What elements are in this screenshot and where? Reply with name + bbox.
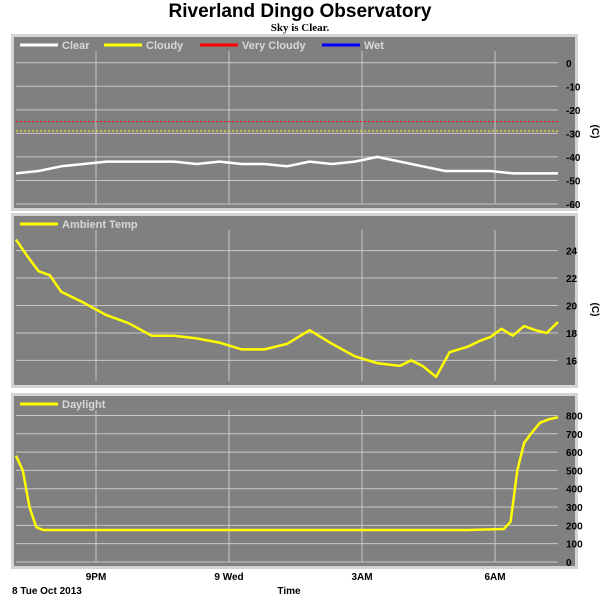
y-tick-label: 200 (566, 521, 583, 532)
panel-background (14, 396, 575, 566)
y-tick-label: 300 (566, 503, 583, 514)
legend-label: Clear (62, 40, 90, 52)
sky-status: Sky is Clear. (270, 22, 330, 34)
y-tick-label: -60 (566, 200, 581, 211)
y-tick-label: 700 (566, 430, 583, 441)
legend-label: Ambient Temp (62, 219, 138, 231)
series-clear (15, 155, 558, 175)
x-tick-label: 9PM (86, 572, 107, 583)
y-tick-label: 18 (566, 329, 578, 340)
y-tick-label: 20 (566, 302, 578, 313)
y-unit-label: (C) (589, 125, 600, 139)
y-tick-label: -40 (566, 153, 581, 164)
y-tick-label: -20 (566, 106, 581, 117)
date-label: 8 Tue Oct 2013 (12, 586, 82, 597)
legend-label: Daylight (62, 399, 106, 411)
time-axis-title: Time (277, 586, 301, 597)
y-tick-label: 16 (566, 356, 578, 367)
x-tick-label: 6AM (484, 572, 505, 583)
y-tick-label: 22 (566, 274, 578, 285)
y-tick-label: 600 (566, 448, 583, 459)
sky-temperature-panel: Clear Cloudy Very Cloudy Wet 0 -10 -20 -30 -40 -5… (11, 34, 600, 211)
y-tick-label: 100 (566, 540, 583, 551)
legend-label: Cloudy (146, 40, 184, 52)
y-tick-label: -30 (566, 129, 581, 140)
y-tick-label: -50 (566, 176, 581, 187)
y-tick-label: 400 (566, 485, 583, 496)
legend-label: Very Cloudy (242, 40, 306, 52)
series-ambient-temp (14, 238, 559, 379)
panel-background (14, 216, 575, 385)
x-tick-label: 9 Wed (214, 572, 243, 583)
legend-label: Wet (364, 40, 384, 52)
y-tick-label: 0 (566, 59, 572, 70)
y-unit-label: (C) (589, 303, 600, 317)
y-tick-label: 500 (566, 466, 583, 477)
y-tick-label: -10 (566, 82, 581, 93)
chart-title: Riverland Dingo Observatory (168, 1, 432, 22)
ambient-temperature-panel: Ambient Temp 16 18 20 22 24 (C) (11, 213, 600, 388)
y-tick-label: 800 (566, 411, 583, 422)
time-axis: 8 Tue Oct 2013 Time 9PM 9 Wed 3AM 6AM (12, 572, 506, 597)
panel-background (14, 37, 575, 208)
y-tick-label: 0 (566, 558, 572, 569)
x-tick-label: 3AM (351, 572, 372, 583)
daylight-panel: Daylight 0 100 200 300 400 500 600 700 800 (11, 393, 583, 569)
series-daylight (14, 416, 559, 532)
y-tick-label: 24 (566, 247, 578, 258)
